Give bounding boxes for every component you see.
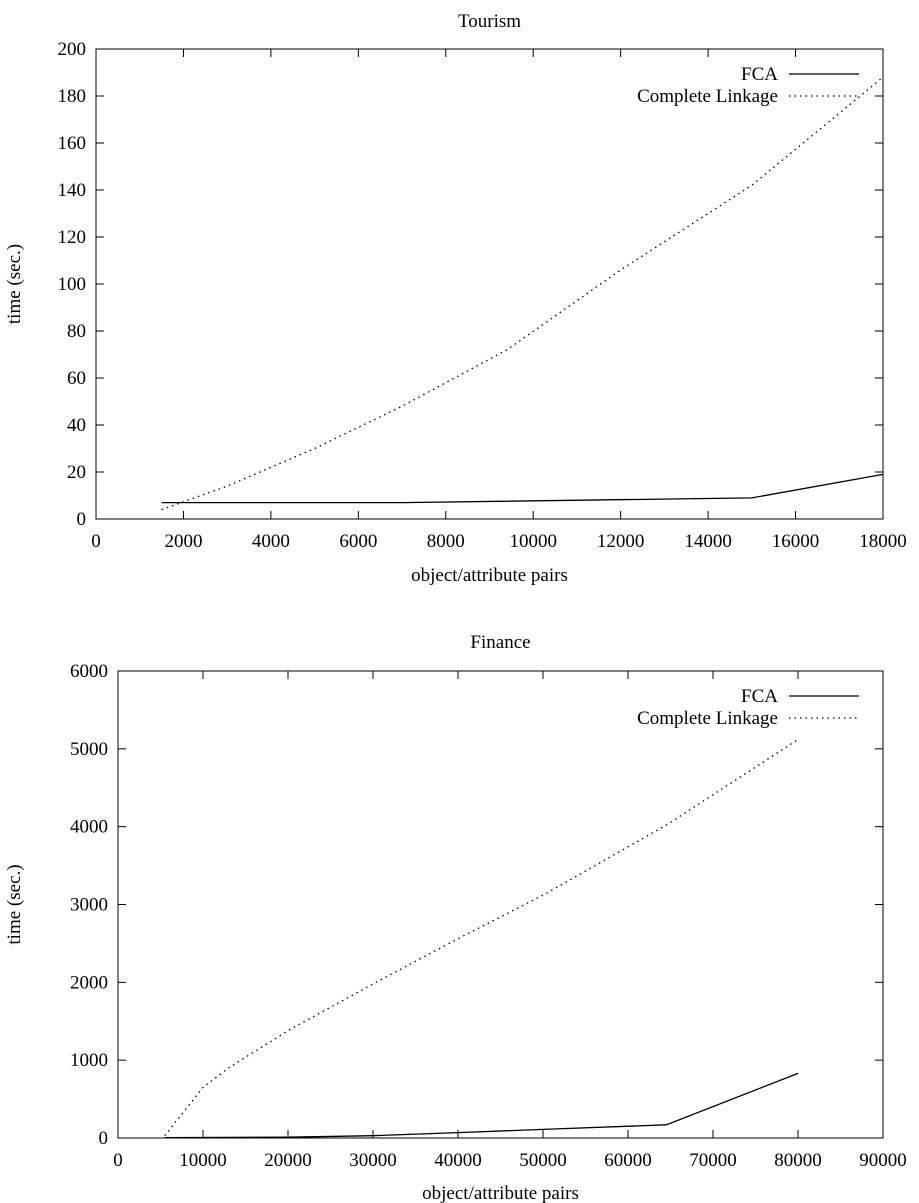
y-tick-label: 0 — [77, 509, 87, 530]
y-tick-label: 160 — [58, 133, 87, 154]
x-tick-label: 40000 — [434, 1150, 482, 1171]
plot-frame — [117, 670, 884, 1139]
y-tick-label: 0 — [99, 1128, 109, 1149]
y-tick-label: 40 — [67, 415, 86, 436]
x-tick-label: 20000 — [264, 1150, 312, 1171]
y-tick-label: 6000 — [70, 661, 108, 682]
y-tick-label: 60 — [67, 368, 86, 389]
series-line-fca — [161, 473, 884, 504]
y-tick-label: 3000 — [70, 895, 108, 916]
y-tick-label: 120 — [58, 227, 87, 248]
y-axis-label: time (sec.) — [4, 864, 25, 944]
x-tick-label: 0 — [91, 531, 101, 552]
x-tick-label: 18000 — [859, 531, 907, 552]
x-tick-label: 80000 — [774, 1150, 822, 1171]
x-tick-label: 70000 — [689, 1150, 737, 1171]
x-tick-label: 30000 — [349, 1150, 397, 1171]
x-tick-label: 60000 — [604, 1150, 652, 1171]
y-tick-label: 4000 — [70, 817, 108, 838]
y-tick-label: 140 — [58, 180, 87, 201]
y-tick-label: 180 — [58, 86, 87, 107]
y-tick-label: 2000 — [70, 972, 108, 993]
x-axis-label: object/attribute pairs — [422, 1183, 579, 1203]
chart-title: Tourism — [458, 11, 521, 32]
y-tick-label: 20 — [67, 462, 86, 483]
x-tick-label: 8000 — [427, 531, 465, 552]
y-axis-label: time (sec.) — [4, 244, 25, 324]
x-axis-label: object/attribute pairs — [411, 565, 568, 586]
x-tick-label: 6000 — [339, 531, 377, 552]
chart-1: Finance object/attribute pairs time (sec.)… — [4, 632, 907, 1203]
series-line-complete-linkage — [164, 738, 799, 1137]
series-line-fca — [164, 1072, 799, 1139]
y-tick-label: 200 — [58, 39, 87, 60]
x-tick-label: 50000 — [519, 1150, 567, 1171]
chart-title: Finance — [470, 632, 530, 653]
x-tick-label: 0 — [113, 1150, 123, 1171]
x-tick-label: 14000 — [684, 531, 732, 552]
legend-label: Complete Linkage — [637, 708, 778, 729]
legend-label: FCA — [741, 64, 778, 85]
y-tick-label: 5000 — [70, 739, 108, 760]
chart-0: Tourism object/attribute pairs time (sec.)… — [4, 11, 907, 586]
x-tick-label: 10000 — [179, 1150, 227, 1171]
x-tick-label: 90000 — [859, 1150, 907, 1171]
x-tick-label: 2000 — [164, 531, 202, 552]
x-tick-label: 4000 — [252, 531, 290, 552]
y-tick-label: 100 — [58, 274, 87, 295]
y-tick-label: 80 — [67, 321, 86, 342]
x-tick-label: 10000 — [509, 531, 557, 552]
legend-label: Complete Linkage — [637, 86, 778, 107]
y-tick-label: 1000 — [70, 1050, 108, 1071]
series-line-complete-linkage — [161, 76, 884, 511]
x-tick-label: 16000 — [772, 531, 820, 552]
plot-frame — [95, 48, 884, 520]
x-tick-label: 12000 — [597, 531, 645, 552]
legend-label: FCA — [741, 686, 778, 707]
